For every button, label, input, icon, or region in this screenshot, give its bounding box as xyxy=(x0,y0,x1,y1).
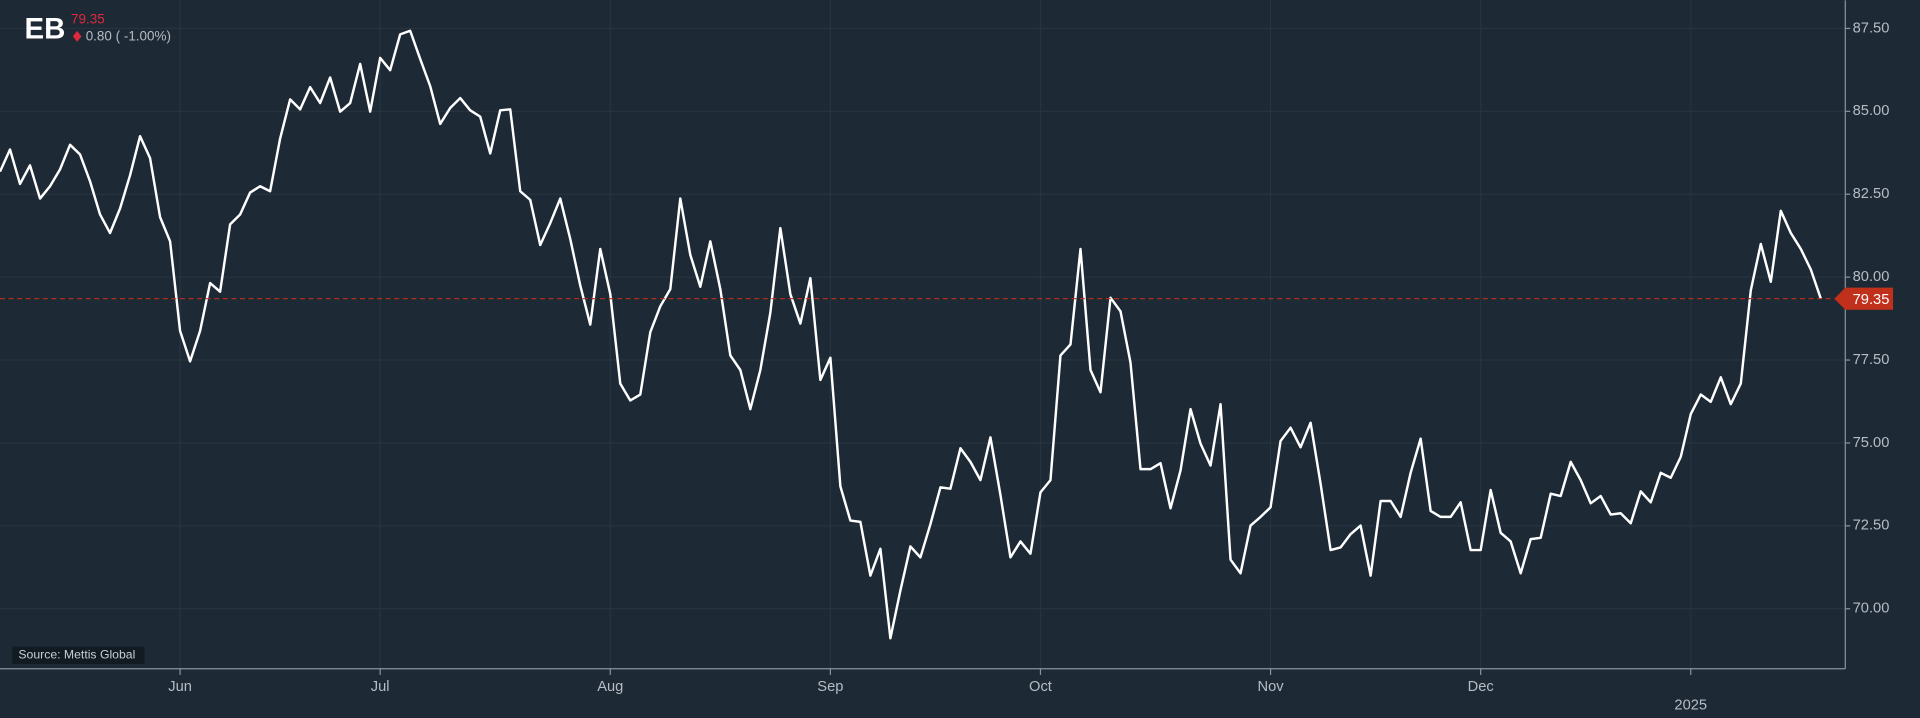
change-label: 0.80 ( -1.00%) xyxy=(86,29,171,44)
price-label: 79.35 xyxy=(71,11,105,26)
y-tick-label: 72.50 xyxy=(1853,518,1890,534)
y-tick-label: 77.50 xyxy=(1853,352,1890,368)
x-tick-label: 2025 xyxy=(1674,697,1707,713)
x-tick-label: Jul xyxy=(371,679,390,695)
source: Source: Mettis Global xyxy=(18,648,135,662)
price-tag-label: 79.35 xyxy=(1853,292,1890,308)
price-line xyxy=(0,29,1822,640)
y-tick-label: 70.00 xyxy=(1853,601,1890,617)
chart-title: EB xyxy=(24,13,65,46)
y-tick-label: 75.00 xyxy=(1853,435,1890,451)
plot xyxy=(0,29,1846,640)
x-tick-label: Nov xyxy=(1258,679,1285,695)
y-tick-label: 85.00 xyxy=(1853,103,1890,119)
source-box xyxy=(12,646,145,664)
x-tick-label: Aug xyxy=(597,679,623,695)
price-tag xyxy=(1834,287,1894,310)
axes: 70.00 72.50 75.00 77.50 80.00 82.50 85.00 87.50… xyxy=(0,0,1894,713)
y-tick-label: 87.50 xyxy=(1853,20,1890,36)
x-tick-label: Jun xyxy=(168,679,192,695)
grid xyxy=(0,0,1846,669)
x-tick-label: Oct xyxy=(1029,679,1052,695)
x-tick-label: Sep xyxy=(817,679,843,695)
y-tick-label: 80.00 xyxy=(1853,269,1890,285)
x-tick-label: Dec xyxy=(1468,679,1494,695)
y-tick-label: 82.50 xyxy=(1853,186,1890,202)
